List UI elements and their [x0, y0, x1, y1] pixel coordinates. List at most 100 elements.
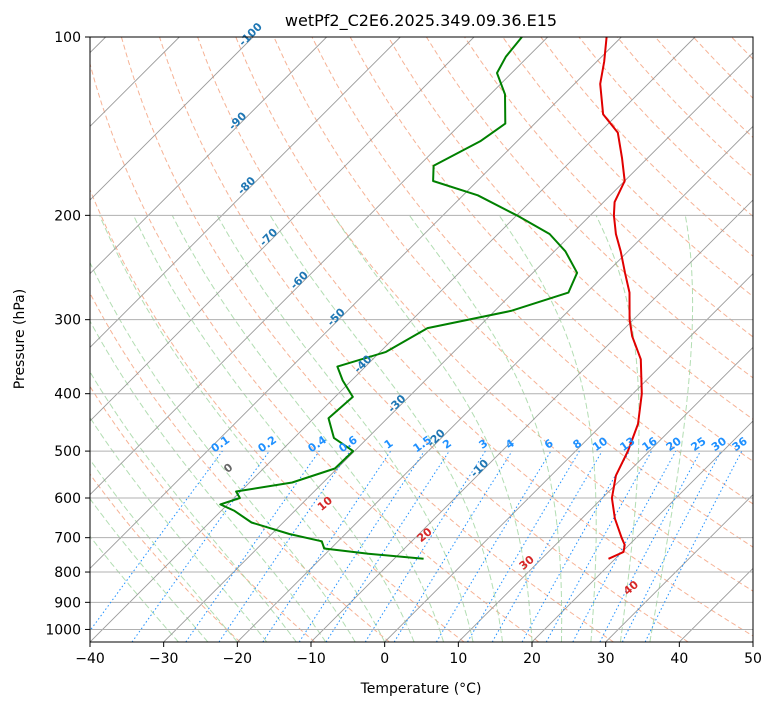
mixing-ratio-label: 4 — [503, 437, 517, 452]
isotherm-line — [90, 37, 548, 496]
isotherm-label: -30 — [385, 392, 408, 415]
isotherm-line — [531, 420, 753, 642]
dry-adiabat — [692, 37, 753, 99]
y-tick-label: 700 — [54, 531, 81, 547]
dry-adiabat — [578, 37, 753, 218]
mixing-ratio-line — [325, 450, 450, 642]
y-tick-label: 200 — [54, 208, 81, 224]
mixing-ratio-line — [131, 450, 270, 642]
y-tick-label: 800 — [54, 565, 81, 581]
dry-adiabat — [425, 37, 753, 379]
dry-adiabat — [770, 37, 775, 642]
dry-adiabat — [349, 37, 753, 462]
dry-adiabat — [387, 37, 753, 420]
dewpoint-profile-line — [219, 37, 579, 560]
mixing-ratio-line — [364, 450, 486, 642]
y-tick-label: 400 — [54, 387, 81, 403]
mixing-ratio-label: 0.2 — [256, 433, 279, 455]
isotherm-label: -50 — [325, 305, 348, 328]
mixing-ratio-line — [435, 450, 552, 642]
dry-adiabat — [654, 37, 753, 139]
y-axis-label: Pressure (hPa) — [12, 289, 28, 389]
x-tick-label: −10 — [296, 651, 326, 667]
dry-adiabat — [235, 37, 753, 592]
moist-adiabat — [649, 215, 694, 642]
x-axis-label: Temperature (°C) — [360, 681, 482, 697]
isotherm-line — [90, 37, 401, 348]
moist-adiabat — [90, 497, 209, 642]
x-tick-label: 0 — [380, 651, 389, 667]
isotherm-line — [90, 37, 254, 201]
x-tick-label: 20 — [523, 651, 541, 667]
mixing-ratio-line — [572, 450, 677, 642]
isotherm-line — [163, 52, 753, 642]
mixing-ratio-line — [521, 450, 630, 642]
isotherm-label: -100 — [236, 20, 265, 49]
theta-label: 30 — [517, 553, 537, 573]
isotherm-line — [679, 567, 753, 642]
dry-adiabat — [90, 62, 540, 642]
y-tick-label: 100 — [54, 30, 81, 46]
mixing-ratio-line — [218, 450, 351, 642]
isotherm-line — [384, 273, 753, 642]
x-tick-label: −30 — [149, 651, 179, 667]
isotherm-line — [605, 494, 753, 642]
moist-adiabat — [90, 320, 327, 642]
isotherm-line — [458, 346, 753, 642]
moist-adiabat — [90, 416, 268, 642]
dry-adiabat — [159, 37, 689, 642]
dry-adiabat — [120, 37, 614, 642]
isotherm-line — [752, 641, 753, 642]
mixing-ratio-line — [467, 450, 580, 642]
mixing-ratio-line — [90, 450, 223, 632]
moist-adiabat — [332, 215, 533, 642]
x-tick-label: −40 — [75, 651, 105, 667]
mixing-ratio-label: 0.4 — [306, 433, 330, 455]
isotherm-line — [90, 37, 622, 569]
x-tick-label: −20 — [223, 651, 253, 667]
theta-label: 10 — [315, 494, 335, 514]
moist-adiabat — [216, 215, 474, 642]
y-tick-label: 900 — [54, 595, 81, 611]
x-tick-label: 10 — [449, 651, 467, 667]
isotherm-label: -70 — [257, 226, 280, 249]
moist-adiabat — [595, 215, 640, 642]
y-tick-label: 1000 — [45, 622, 81, 638]
isotherm-line — [310, 199, 753, 642]
chart-title: wetPf2_C2E6.2025.349.09.36.E15 — [285, 11, 557, 31]
moist-adiabat — [408, 215, 563, 642]
mixing-ratio-line — [185, 450, 320, 642]
mixing-ratio-label: 6 — [542, 437, 556, 452]
x-tick-label: 50 — [744, 651, 762, 667]
mixing-ratio-line — [393, 450, 513, 642]
moist-adiabat — [171, 215, 445, 642]
temperature-profile-line — [599, 37, 643, 560]
isotherm-line — [237, 125, 753, 642]
y-tick-label: 600 — [54, 491, 81, 507]
moist-adiabat — [90, 261, 356, 642]
mixing-ratio-label: 1 — [382, 437, 396, 452]
dry-adiabat — [197, 37, 753, 637]
moist-adiabat — [90, 535, 179, 642]
mixing-ratio-label: 0.6 — [336, 433, 360, 455]
x-tick-label: 40 — [670, 651, 688, 667]
moist-adiabat — [90, 458, 238, 642]
isotherm-line — [90, 37, 327, 275]
isotherm-line — [90, 37, 475, 422]
mixing-ratio-label: 0.1 — [209, 433, 232, 455]
theta-label: 0 — [221, 461, 235, 476]
moist-adiabat — [90, 370, 297, 642]
y-tick-label: 300 — [54, 313, 81, 329]
plot-frame — [89, 36, 754, 643]
dry-adiabat — [90, 188, 465, 642]
mixing-ratio-line — [262, 450, 392, 642]
isotherm-line — [90, 37, 696, 642]
isotherm-label: -10 — [468, 457, 491, 480]
x-tick-label: 30 — [597, 651, 615, 667]
moist-adiabat — [498, 215, 597, 642]
isotherm-label: -80 — [235, 174, 258, 197]
moist-adiabat — [133, 215, 415, 642]
mixing-ratio-line — [644, 450, 743, 642]
mixing-ratio-line — [298, 450, 425, 642]
moist-adiabat — [269, 215, 503, 642]
